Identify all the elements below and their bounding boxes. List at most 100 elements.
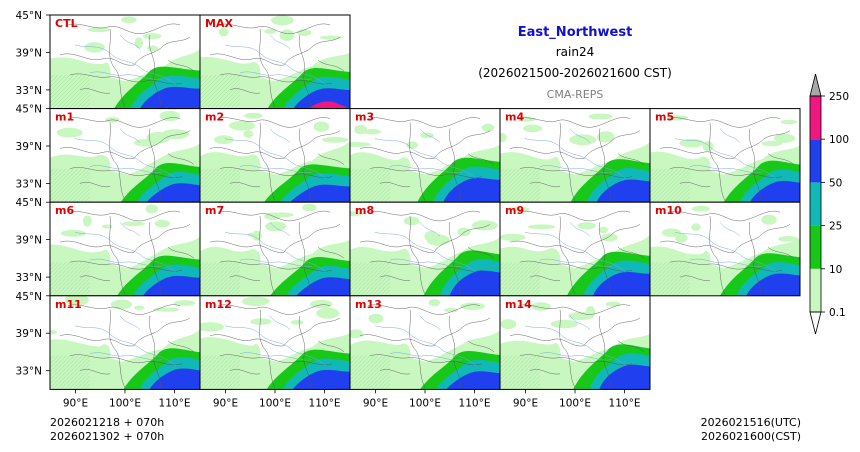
boundary-line bbox=[467, 340, 495, 352]
river-line bbox=[419, 315, 441, 330]
rain-light-patch bbox=[271, 15, 294, 26]
panel-label: m9 bbox=[505, 204, 524, 217]
boundary-line bbox=[59, 334, 135, 347]
boundary-line bbox=[209, 147, 285, 159]
boundary-line bbox=[69, 260, 183, 272]
colorbar-level-label: 0.1 bbox=[829, 307, 846, 319]
boundary-line bbox=[283, 224, 341, 253]
rain-light-patch bbox=[122, 221, 145, 227]
lat-tick-label: 39°N bbox=[16, 235, 42, 247]
panel-label: m4 bbox=[505, 111, 524, 124]
river-line bbox=[89, 352, 163, 361]
boundary-line bbox=[229, 88, 261, 94]
lat-tick-label: 39°N bbox=[16, 47, 42, 59]
colorbar-level-label: 50 bbox=[829, 177, 842, 189]
rain-light-patch bbox=[64, 295, 89, 306]
colorbar-over-arrow bbox=[809, 73, 822, 97]
river-line bbox=[689, 258, 763, 267]
colorbar-level-label: 250 bbox=[829, 91, 849, 103]
boundary-line bbox=[379, 369, 411, 375]
lat-tick-label: 33°N bbox=[16, 366, 42, 378]
rain-light-patch bbox=[350, 211, 364, 217]
colorbar-band bbox=[810, 182, 821, 226]
river-line bbox=[74, 44, 177, 86]
boundary-line bbox=[229, 369, 261, 375]
rain-light-patch bbox=[200, 322, 224, 332]
boundary-line bbox=[79, 182, 111, 188]
boundary-line bbox=[109, 309, 126, 388]
lon-tick-label: 90°E bbox=[513, 397, 538, 409]
region-title: East_Northwest bbox=[518, 25, 633, 40]
boundary-line bbox=[79, 88, 111, 94]
rain-light-patch bbox=[269, 212, 294, 218]
boundary-line bbox=[669, 260, 783, 272]
rain-50-100-area bbox=[296, 277, 350, 296]
boundary-line bbox=[467, 153, 495, 165]
rain-light-patch bbox=[319, 35, 342, 40]
map-panel: m14 bbox=[499, 295, 651, 390]
boundary-line bbox=[679, 182, 711, 188]
boundary-line bbox=[529, 369, 561, 375]
river-line bbox=[674, 138, 777, 179]
boundary-line bbox=[379, 275, 411, 281]
boundary-line bbox=[509, 334, 585, 347]
rain-light-patch bbox=[290, 320, 304, 325]
rain-light-patch bbox=[321, 136, 349, 143]
boundary-line bbox=[367, 117, 481, 128]
rain-light-patch bbox=[675, 233, 688, 243]
colorbar-level-label: 100 bbox=[829, 134, 849, 146]
map-panel: m9 bbox=[499, 201, 651, 297]
river-line bbox=[269, 222, 291, 237]
rain-light-patch bbox=[146, 131, 171, 144]
boundary-line bbox=[109, 28, 126, 108]
rain-light-patch bbox=[428, 299, 441, 307]
colorbar: 0.1 10 25 50 100 250 bbox=[809, 73, 849, 335]
rain-light-patch bbox=[134, 37, 143, 49]
boundary-line bbox=[529, 275, 561, 281]
boundary-line bbox=[559, 216, 576, 295]
boundary-line bbox=[298, 222, 311, 295]
boundary-line bbox=[733, 130, 791, 159]
rain-light-patch bbox=[101, 224, 113, 229]
river-line bbox=[539, 352, 613, 361]
variable-title: rain24 bbox=[556, 45, 595, 59]
rain-light-patch bbox=[588, 113, 613, 120]
river-line bbox=[719, 128, 741, 143]
lat-tick-label: 45°N bbox=[16, 291, 42, 303]
boundary-line bbox=[79, 369, 111, 375]
boundary-line bbox=[433, 130, 491, 159]
lon-tick-label: 110°E bbox=[609, 397, 641, 409]
rain-light-patch bbox=[110, 299, 133, 310]
boundary-line bbox=[748, 128, 761, 201]
rain-light-patch bbox=[60, 229, 86, 237]
lat-tick-label: 39°N bbox=[16, 141, 42, 153]
river-line bbox=[569, 222, 591, 237]
panel-label: m6 bbox=[55, 204, 74, 217]
boundary-line bbox=[379, 182, 411, 188]
boundary-line bbox=[517, 117, 631, 128]
boundary-line bbox=[709, 122, 726, 201]
period-title: (2026021500-2026021600 CST) bbox=[478, 66, 672, 80]
river-line bbox=[689, 165, 763, 174]
valid-cst: 2026021600(CST) bbox=[701, 430, 801, 443]
lat-tick-label: 33°N bbox=[16, 272, 42, 284]
rain-light-patch bbox=[252, 230, 262, 241]
map-panel: m10 bbox=[649, 201, 801, 297]
boundary-line bbox=[667, 210, 781, 222]
river-line bbox=[524, 325, 627, 366]
boundary-line bbox=[317, 247, 345, 259]
rain-50-100-area bbox=[449, 270, 500, 296]
rain-light-patch bbox=[457, 227, 471, 237]
map-panel: m1 bbox=[49, 108, 201, 203]
river-line bbox=[119, 34, 141, 50]
river-line bbox=[539, 165, 613, 174]
boundary-line bbox=[298, 315, 311, 388]
rain-50-100-area bbox=[599, 364, 650, 390]
lon-tick-label: 110°E bbox=[459, 397, 491, 409]
boundary-line bbox=[369, 260, 483, 272]
panel-label: m2 bbox=[205, 111, 224, 124]
boundary-line bbox=[367, 304, 481, 315]
boundary-line bbox=[209, 240, 285, 253]
rain-light-patch bbox=[778, 236, 799, 242]
boundary-line bbox=[598, 222, 611, 295]
